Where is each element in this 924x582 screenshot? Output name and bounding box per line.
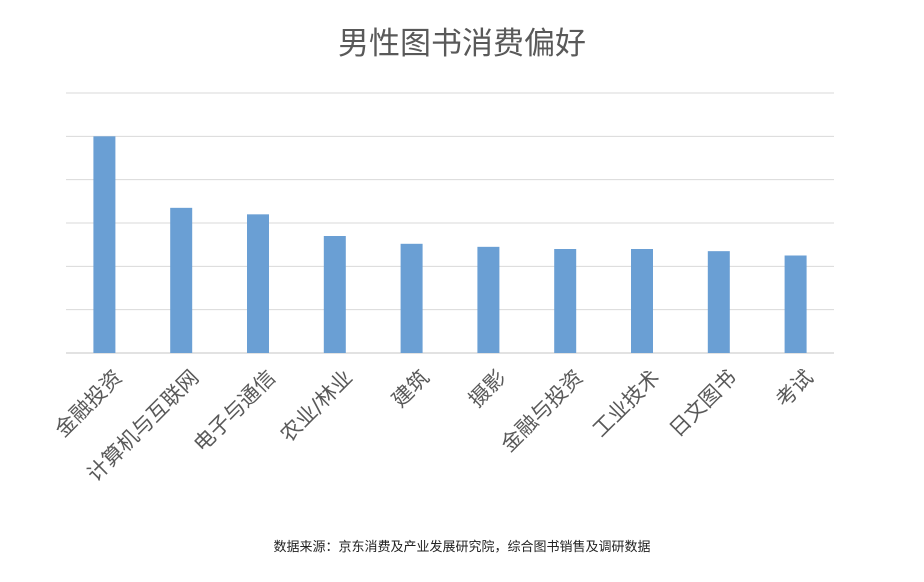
category-label: 摄影: [464, 365, 511, 412]
bar: [400, 243, 423, 353]
category-label: 农业/林业: [276, 365, 357, 446]
bar: [631, 249, 653, 353]
category-label: 金融投资: [50, 365, 126, 441]
category-label: 电子与通信: [189, 365, 280, 456]
bar: [93, 136, 116, 353]
bars: [93, 136, 807, 353]
category-label: 考试: [771, 365, 818, 412]
chart-source-note: 数据来源：京东消费及产业发展研究院，综合图书销售及调研数据: [273, 540, 651, 555]
category-label: 建筑: [387, 365, 434, 412]
category-label: 金融与投资: [496, 365, 587, 456]
category-label: 日文图书: [665, 365, 741, 441]
bar: [170, 207, 193, 353]
chart-title: 男性图书消费偏好: [338, 26, 586, 62]
bar: [784, 255, 807, 353]
bar: [554, 249, 577, 353]
bar: [323, 236, 346, 353]
gridlines: [66, 92, 834, 354]
bar: [247, 214, 269, 353]
bar: [477, 246, 500, 353]
category-label: 工业技术: [588, 365, 664, 441]
bar: [707, 251, 730, 353]
